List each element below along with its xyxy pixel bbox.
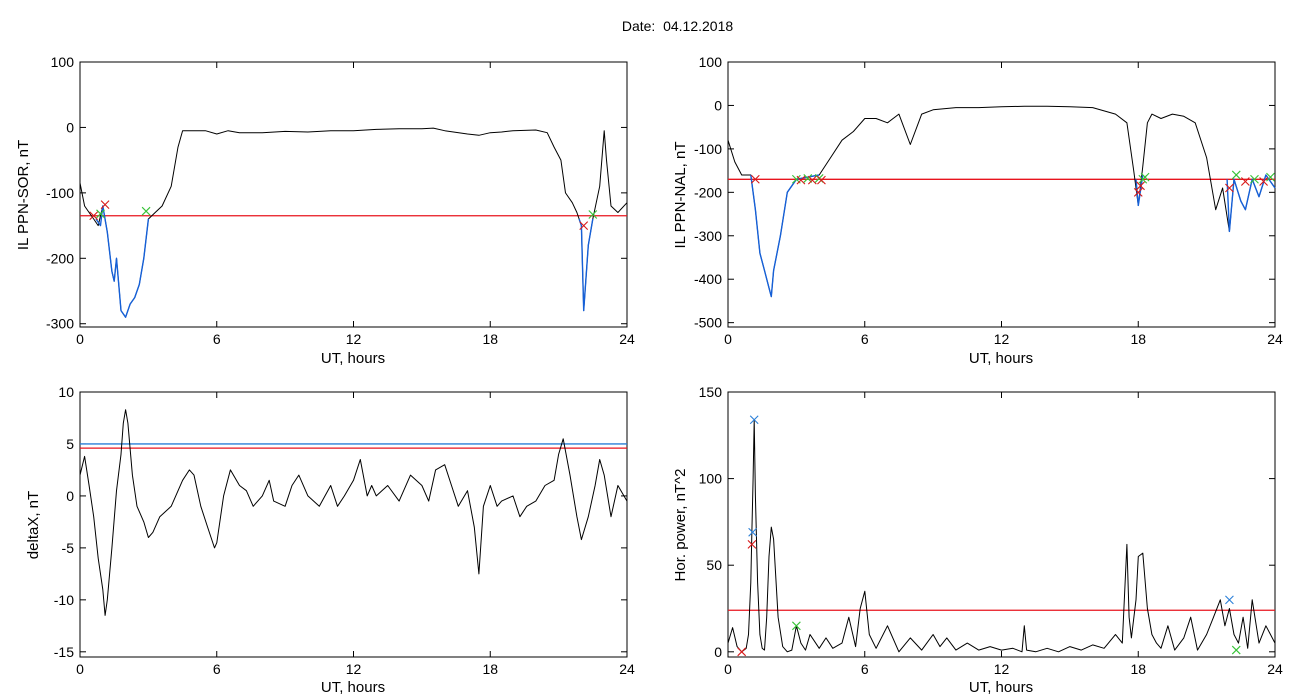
x-tick-label: 12 [994, 661, 1010, 677]
chart-panel-hor-power: Hor. power, nT^2 UT, hours 0 6 12 18 24 0 50 10… [672, 384, 1283, 696]
marker-green [791, 621, 801, 631]
x-axis-label: UT, hours [321, 679, 385, 696]
y-tick-label: -400 [694, 271, 722, 287]
x-tick-label: 24 [1267, 331, 1283, 347]
x-axis-label: UT, hours [969, 679, 1033, 696]
y-tick-label: 0 [66, 488, 74, 504]
page-title: Date: 04.12.2018 [621, 18, 734, 34]
data-trace [79, 409, 628, 616]
data-trace [727, 419, 1276, 653]
marker-red [1240, 177, 1250, 186]
marker-red [750, 174, 760, 184]
plot-frame [727, 391, 1276, 658]
marker-green [1140, 172, 1150, 182]
marker-green [96, 209, 105, 219]
x-tick-label: 18 [1130, 331, 1146, 347]
y-tick-label: -300 [46, 316, 74, 332]
y-tick-label: -10 [54, 592, 74, 608]
x-tick-label: 24 [619, 331, 635, 347]
highlighted-segment [95, 205, 150, 318]
marker-red [1133, 187, 1143, 197]
y-tick-label: 0 [714, 644, 722, 660]
y-tick-label: 0 [66, 119, 74, 135]
x-tick-label: 6 [861, 661, 869, 677]
highlighted-segment [578, 218, 594, 312]
marker-green [803, 174, 813, 183]
y-tick-label: -5 [62, 540, 75, 556]
y-tick-label: 50 [706, 557, 722, 573]
x-tick-label: 12 [994, 331, 1010, 347]
marker-green [1250, 174, 1259, 184]
x-tick-label: 0 [724, 331, 732, 347]
plot-frame [727, 61, 1276, 328]
y-tick-label: -200 [694, 184, 722, 200]
chart-panel-deltax: deltaX, nT UT, hours 0 6 12 18 24 -15 -10 -5 0 5 1… [25, 384, 635, 696]
marker-red [817, 175, 826, 185]
y-tick-label: -300 [694, 228, 722, 244]
x-tick-label: 24 [619, 661, 635, 677]
marker-red [1225, 183, 1234, 193]
highlighted-segment [750, 174, 820, 298]
y-tick-label: -15 [54, 644, 74, 660]
data-trace [79, 127, 628, 318]
x-tick-label: 18 [1130, 661, 1146, 677]
marker-green [1231, 170, 1241, 180]
marker-red [747, 540, 757, 549]
x-tick-label: 12 [346, 331, 362, 347]
x-tick-label: 6 [861, 331, 869, 347]
x-tick-label: 0 [724, 661, 732, 677]
marker-blue [1225, 595, 1234, 605]
y-tick-label: -200 [46, 250, 74, 266]
x-tick-label: 18 [482, 661, 498, 677]
y-tick-label: 100 [699, 471, 723, 487]
y-tick-label: 10 [58, 384, 74, 400]
y-axis-label: Hor. power, nT^2 [672, 469, 689, 582]
chart-panel-il-ppn-nal: IL PPN-NAL, nT UT, hours 0 6 12 18 24 -500 -40… [672, 54, 1283, 367]
marker-red [1259, 177, 1268, 186]
x-tick-label: 18 [482, 331, 498, 347]
marker-red [807, 175, 817, 185]
marker-red [89, 211, 99, 221]
x-tick-label: 6 [213, 331, 221, 347]
plot-frame [79, 391, 628, 658]
y-tick-label: 5 [66, 436, 74, 452]
marker-red [579, 221, 589, 230]
plot-frame [79, 61, 628, 328]
x-tick-label: 12 [346, 661, 362, 677]
chart-panel-il-ppn-sor: IL PPN-SOR, nT UT, hours 0 6 12 18 24 -300 -20… [15, 54, 635, 367]
y-axis-label: IL PPN-SOR, nT [15, 140, 32, 250]
x-tick-label: 6 [213, 661, 221, 677]
x-tick-label: 0 [76, 331, 84, 347]
y-axis-label: deltaX, nT [25, 491, 42, 559]
marker-blue [748, 527, 758, 537]
marker-red [100, 200, 110, 210]
x-axis-label: UT, hours [969, 350, 1033, 367]
marker-green [1266, 172, 1275, 182]
marker-red [737, 647, 747, 657]
marker-green [588, 210, 598, 219]
x-tick-label: 0 [76, 661, 84, 677]
marker-green [1231, 645, 1241, 655]
y-axis-label: IL PPN-NAL, nT [672, 142, 689, 249]
y-tick-label: -100 [46, 185, 74, 201]
y-tick-label: 0 [714, 97, 722, 113]
y-tick-label: 150 [699, 384, 723, 400]
y-tick-label: -100 [694, 141, 722, 157]
x-axis-label: UT, hours [321, 350, 385, 367]
marker-blue [749, 415, 759, 425]
marker-red [1136, 181, 1145, 191]
x-tick-label: 24 [1267, 661, 1283, 677]
y-tick-label: 100 [699, 54, 723, 70]
data-trace [727, 105, 1276, 298]
y-tick-label: -500 [694, 315, 722, 331]
marker-red [796, 175, 806, 185]
marker-green [141, 206, 151, 216]
y-tick-label: 100 [51, 54, 75, 70]
